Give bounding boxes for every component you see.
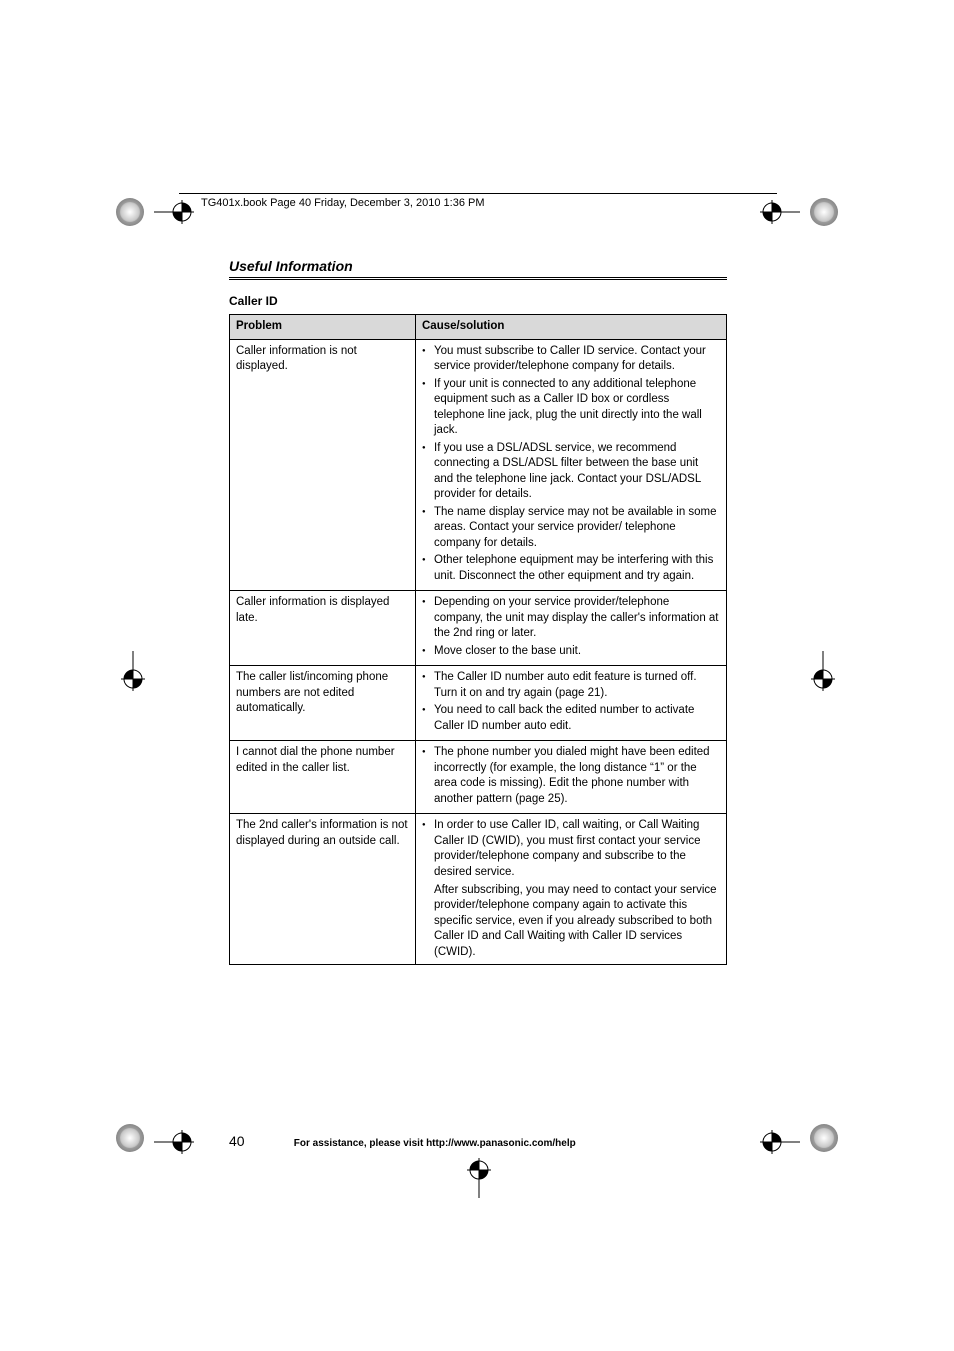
cause-cell: You must subscribe to Caller ID service.… — [416, 339, 727, 591]
problem-cell: Caller information is displayed late. — [230, 591, 416, 666]
cause-cell: The Caller ID number auto edit feature i… — [416, 666, 727, 741]
page-footer: 40 For assistance, please visit http://w… — [229, 1133, 727, 1149]
header-book-info: TG401x.book Page 40 Friday, December 3, … — [201, 197, 485, 209]
registration-mark — [810, 198, 838, 226]
cause-item: Other telephone equipment may be interfe… — [422, 553, 720, 584]
alignment-mark — [760, 1127, 784, 1151]
cause-item: You must subscribe to Caller ID service.… — [422, 344, 720, 375]
alignment-mark — [154, 197, 178, 221]
table-row: Caller information is not displayed.You … — [230, 339, 727, 591]
header-rule — [179, 193, 777, 194]
registration-mark — [116, 198, 144, 226]
alignment-mark — [760, 197, 784, 221]
cause-item: If you use a DSL/ADSL service, we recomm… — [422, 441, 720, 503]
col-header-problem: Problem — [230, 315, 416, 340]
cause-item-extra: After subscribing, you may need to conta… — [422, 883, 720, 961]
subsection-title: Caller ID — [229, 294, 727, 308]
cause-cell: Depending on your service provider/telep… — [416, 591, 727, 666]
cause-item: Move closer to the base unit. — [422, 644, 720, 660]
alignment-mark — [464, 1158, 488, 1182]
page-content: Useful Information Caller ID Problem Cau… — [229, 258, 727, 965]
problem-cell: Caller information is not displayed. — [230, 339, 416, 591]
section-title: Useful Information — [229, 258, 727, 278]
table-row: I cannot dial the phone number edited in… — [230, 741, 727, 814]
problem-cell: I cannot dial the phone number edited in… — [230, 741, 416, 814]
section-title-underline — [229, 279, 727, 280]
cause-item: The name display service may not be avai… — [422, 505, 720, 552]
cause-item: In order to use Caller ID, call waiting,… — [422, 818, 720, 880]
alignment-mark — [118, 651, 142, 675]
table-row: The caller list/incoming phone numbers a… — [230, 666, 727, 741]
cause-item: If your unit is connected to any additio… — [422, 377, 720, 439]
cause-item: You need to call back the edited number … — [422, 703, 720, 734]
problem-cell: The caller list/incoming phone numbers a… — [230, 666, 416, 741]
cause-item: The Caller ID number auto edit feature i… — [422, 670, 720, 701]
table-row: The 2nd caller's information is not disp… — [230, 814, 727, 965]
cause-item: Depending on your service provider/telep… — [422, 595, 720, 642]
page-number: 40 — [229, 1133, 291, 1149]
table-row: Caller information is displayed late.Dep… — [230, 591, 727, 666]
cause-cell: The phone number you dialed might have b… — [416, 741, 727, 814]
alignment-mark — [154, 1127, 178, 1151]
registration-mark — [810, 1124, 838, 1152]
footer-assist-text: For assistance, please visit http://www.… — [294, 1138, 576, 1149]
registration-mark — [116, 1124, 144, 1152]
cause-item: The phone number you dialed might have b… — [422, 745, 720, 807]
col-header-cause: Cause/solution — [416, 315, 727, 340]
alignment-mark — [808, 651, 832, 675]
cause-cell: In order to use Caller ID, call waiting,… — [416, 814, 727, 965]
problem-cell: The 2nd caller's information is not disp… — [230, 814, 416, 965]
troubleshooting-table: Problem Cause/solution Caller informatio… — [229, 314, 727, 965]
